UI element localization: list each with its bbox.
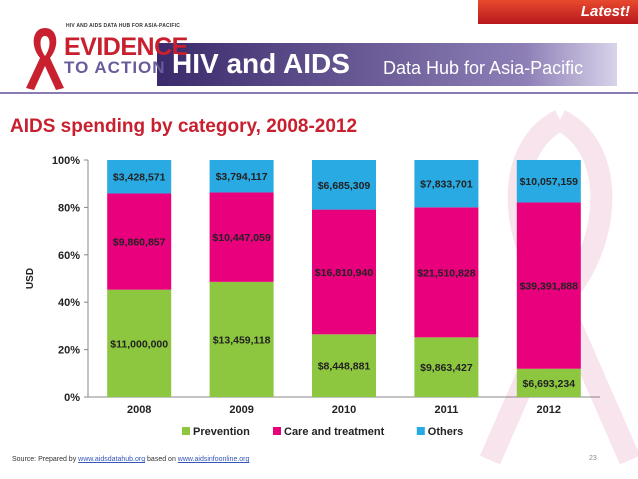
data-label-prevention-2008: $11,000,000 [110, 338, 168, 350]
chart-title: AIDS spending by category, 2008-2012 [10, 116, 358, 137]
data-label-others-2009: $3,794,117 [216, 171, 268, 183]
legend-label-prevention: Prevention [193, 426, 250, 438]
y-tick-label: 80% [58, 202, 80, 214]
source-link-aidsinfoonline[interactable]: www.aidsinfoonline.org [177, 456, 250, 463]
bar-care-2008 [107, 193, 172, 290]
data-label-prevention-2011: $9,863,427 [420, 362, 473, 374]
data-label-care-2011: $21,510,828 [417, 267, 476, 279]
y-tick-label: 40% [58, 297, 80, 309]
data-label-others-2011: $7,833,701 [420, 179, 473, 191]
bar-others-2008 [107, 160, 172, 194]
legend-swatch-others [416, 427, 425, 435]
x-tick-label: 2010 [332, 404, 356, 416]
header: Latest! HIV AND AIDS DATA HUB FOR ASIA-P… [0, 0, 638, 92]
data-label-others-2008: $3,428,571 [113, 172, 166, 184]
logo-action-text: TO ACTION [64, 58, 166, 77]
logo-evidence-text: EVIDENCE [64, 33, 188, 61]
bar-others-2012 [516, 160, 581, 203]
bar-prevention-2009 [209, 281, 274, 397]
source-prefix: Source: Prepared by [12, 456, 79, 463]
legend-swatch-care [273, 427, 281, 435]
data-label-prevention-2009: $13,459,118 [213, 334, 271, 346]
legend-label-others: Others [428, 426, 463, 438]
y-tick-label: 60% [58, 250, 80, 262]
y-tick-label: 20% [58, 345, 80, 357]
bar-others-2010 [312, 160, 376, 210]
bar-prevention-2011 [414, 337, 479, 397]
data-label-others-2012: $10,057,159 [520, 176, 579, 188]
source-note: Source: Prepared by www.aidsdatahub.org … [12, 456, 249, 463]
bar-others-2009 [209, 160, 274, 193]
y-tick-label: 0% [64, 392, 80, 404]
x-tick-label: 2011 [434, 404, 458, 416]
data-label-care-2010: $16,810,940 [315, 267, 374, 279]
data-label-care-2008: $9,860,857 [113, 237, 166, 249]
red-ribbon-icon [26, 28, 64, 90]
y-axis-label: USD [25, 268, 36, 289]
header-divider [0, 92, 638, 94]
bar-prevention-2008 [107, 289, 172, 397]
bar-care-2012 [516, 202, 581, 369]
source-mid: based on [145, 456, 178, 463]
legend-swatch-prevention [182, 427, 190, 435]
x-tick-label: 2009 [229, 404, 253, 416]
header-band [157, 43, 617, 86]
bar-prevention-2010 [312, 334, 376, 397]
data-label-care-2009: $10,447,059 [212, 232, 271, 244]
bar-care-2010 [312, 209, 376, 335]
page-number: 23 [589, 455, 597, 462]
legend-label-care: Care and treatment [284, 426, 385, 438]
data-label-prevention-2012: $6,693,234 [523, 378, 576, 390]
bar-others-2011 [414, 160, 479, 208]
x-tick-label: 2008 [127, 404, 151, 416]
x-tick-label: 2012 [537, 404, 561, 416]
y-tick-label: 100% [52, 155, 80, 167]
header-subtitle: Data Hub for Asia-Pacific [383, 58, 584, 78]
source-link-aidsdatahub[interactable]: www.aidsdatahub.org [78, 456, 146, 463]
data-label-care-2012: $39,391,888 [520, 281, 579, 293]
bar-care-2011 [414, 207, 479, 338]
data-label-others-2010: $6,685,309 [318, 180, 371, 192]
bar-care-2009 [209, 192, 274, 282]
latest-banner[interactable]: Latest! [478, 0, 638, 24]
header-title: HIV and AIDS [172, 48, 350, 79]
data-label-prevention-2010: $8,448,881 [318, 361, 371, 373]
bar-prevention-2012 [516, 368, 581, 397]
logo-tagline: HIV AND AIDS DATA HUB FOR ASIA-PACIFIC [66, 23, 181, 29]
stacked-bar-chart: 0% 20% 40% 60% 80% 100% USD $11,000,000 $9,860,8… [25, 155, 600, 438]
